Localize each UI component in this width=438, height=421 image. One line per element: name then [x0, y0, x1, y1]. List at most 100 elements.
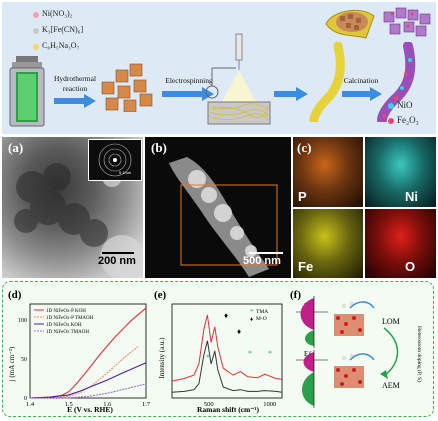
reagent-2: K₃[Fe(CN)₆]	[42, 25, 84, 34]
lsv-series-1	[29, 307, 147, 399]
calcined-fiber-icon	[377, 42, 416, 122]
panel-d-ytick-2: 50	[21, 357, 27, 363]
legend-tma-symbol: *	[250, 308, 254, 316]
raman-series-2	[171, 340, 283, 393]
legend-mo-symbol: ♦	[250, 317, 253, 323]
raman-series-1	[171, 314, 283, 382]
panel-d-ytick-1: 0	[24, 396, 27, 402]
product-fe2o3: Fe₂O₃	[397, 115, 419, 125]
raman-series	[171, 314, 283, 393]
fe2o3-dot-icon	[388, 118, 394, 124]
nanofiber-icon	[309, 42, 345, 122]
eds-map-o: O	[365, 209, 436, 278]
peak-marker-tma-1: *	[206, 353, 210, 362]
mechanism-lom: LOM	[382, 317, 400, 326]
panel-d-xlabel: E (V vs. RHE)	[67, 405, 113, 414]
legend-3: 1D NiFeOx KOH	[46, 323, 82, 328]
panel-e-ylabel: Intensity (a.u.)	[158, 337, 166, 379]
arrow-3	[274, 91, 296, 97]
fiber-crosssection-icon	[325, 9, 375, 39]
lsv-series-4	[30, 383, 147, 399]
fe-dot-icon	[33, 28, 39, 34]
porous-cluster-icon	[383, 7, 431, 37]
dos-bottom-green	[302, 372, 314, 406]
reagent-1: Ni(NO₃)₂	[42, 9, 73, 18]
raman-chart: (e) Intensity (a.u.) Raman shift (cm⁻¹) …	[154, 289, 283, 414]
panel-d-ytick-3: 100	[18, 318, 27, 324]
citrate-dot-icon	[33, 44, 39, 50]
panel-e-label: (e)	[154, 289, 167, 301]
step-calcination: Calcination	[343, 76, 379, 85]
legend-2: 1D NiFeOx-P TMAOH	[46, 316, 94, 321]
mechanism-diagram: (f) Eƒ Eƒ LOM AEM Heteroatom doping (P,	[290, 289, 423, 408]
step-hydrothermal: Hydrothermal	[53, 74, 97, 83]
synthesis-scheme: Ni(NO₃)₂ K₃[Fe(CN)₆] C₆H₅Na₃O₇ Hydrother…	[2, 2, 436, 134]
saed-rings-icon	[98, 143, 132, 177]
scale-bar-b	[249, 252, 283, 254]
eds-map-ni: Ni	[365, 137, 436, 207]
arrow-3-head	[296, 87, 308, 101]
eds-label-fe: Fe	[298, 259, 314, 274]
arrow-4	[342, 91, 370, 97]
saed-inset: 5 1/nm	[88, 139, 142, 181]
panel-a-label: (a)	[8, 140, 24, 155]
lsv-series-2	[30, 345, 139, 399]
panel-e-xtick-2: 1000	[263, 401, 276, 408]
panel-d-xtick-2: 1.5	[65, 401, 73, 408]
dos-top-green	[305, 330, 314, 346]
autoclave-icon	[9, 56, 45, 127]
step-reaction: reaction	[62, 84, 88, 93]
legend-mo: M-O	[256, 316, 267, 322]
legend-4: 1D NiFeOx TMAOH	[46, 330, 89, 335]
stem-texture	[169, 157, 278, 277]
panel-e-xlabel: Raman shift (cm⁻¹)	[197, 405, 260, 414]
panel-d-frame	[29, 303, 147, 399]
panel-d-ylabel: j (mA cm⁻²)	[8, 346, 16, 382]
doping-arrow-icon	[383, 327, 399, 377]
doping-label: Heteroatom doping (P, S)	[416, 326, 423, 382]
doping-arrow-head	[380, 370, 388, 379]
crystal-bottom	[334, 353, 375, 388]
peak-marker-mo-2: ♦	[237, 327, 241, 336]
panel-e-xtick-1: 500	[204, 401, 214, 408]
panel-c-label: (c)	[297, 140, 312, 155]
panel-d-xtick-3: 1.6	[103, 401, 112, 408]
nio-dot-icon	[388, 103, 394, 109]
panel-d-xtick-4: 1.7	[142, 401, 151, 408]
peak-marker-mo-1: ♦	[224, 311, 228, 320]
crystal-top	[334, 301, 375, 336]
prussian-blue-cubes-icon	[101, 63, 153, 112]
scale-a: 200 nm	[98, 255, 136, 267]
lsv-chart: (d) j (mA cm⁻²) E (V vs. RHE) 1.4 1.5 1.…	[8, 289, 151, 414]
arrow-4-head	[370, 87, 382, 101]
arrow-1-head	[84, 94, 96, 108]
peak-marker-tma-2: *	[248, 349, 252, 358]
panel-f-label: (f)	[290, 289, 301, 301]
panel-d-xtick-1: 1.4	[26, 401, 35, 408]
eds-label-ni: Ni	[405, 189, 418, 204]
electrospinning-setup-icon	[205, 33, 271, 125]
dos-top-magenta	[300, 298, 314, 330]
eds-map-p: (c) P	[293, 137, 363, 207]
inset-scale: 5 1/nm	[119, 170, 132, 175]
panel-e-frame	[171, 303, 283, 399]
panel-d-label: (d)	[8, 289, 22, 301]
lsv-series-3	[29, 362, 147, 399]
product-nio: NiO	[397, 100, 413, 110]
scale-bar-a	[102, 252, 134, 254]
ni-dot-icon	[33, 12, 39, 18]
eds-map-fe: Fe	[293, 209, 363, 278]
tem-image: 5 1/nm (a) 200 nm	[2, 137, 143, 278]
ef-label-bottom: Eƒ	[304, 350, 312, 358]
scale-b: 500 nm	[243, 255, 281, 267]
eds-label-p: P	[298, 189, 307, 204]
panel-d-legend: 1D NiFeOx-P KOH 1D NiFeOx-P TMAOH 1D NiF…	[34, 309, 94, 335]
step-electrospinning: Electrospinning	[165, 76, 213, 85]
legend-1: 1D NiFeOx-P KOH	[46, 309, 86, 314]
arrow-2	[162, 91, 202, 97]
dos-bottom-magenta	[303, 352, 314, 372]
stem-image: (b) 500 nm	[145, 137, 291, 278]
panel-e-legend: * TMA ♦ M-O	[250, 308, 268, 323]
reagent-3: C₆H₅Na₃O₇	[42, 41, 80, 50]
